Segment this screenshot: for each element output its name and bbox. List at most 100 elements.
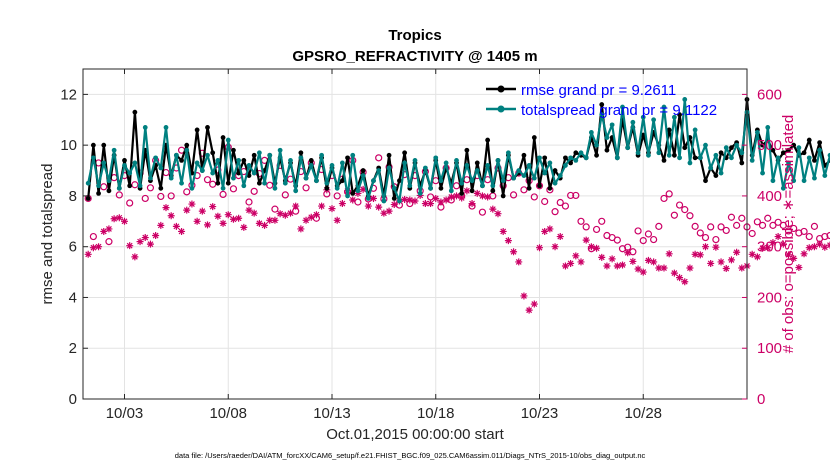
obs-assimilated-point bbox=[266, 216, 274, 224]
totalspread-point bbox=[433, 155, 439, 161]
rmse-point bbox=[817, 140, 823, 146]
obs-assimilated-point bbox=[157, 221, 165, 229]
totalspread-point bbox=[106, 178, 112, 184]
y-right-tick-label: 600 bbox=[757, 86, 782, 103]
totalspread-point bbox=[474, 168, 480, 173]
rmse-point bbox=[350, 190, 356, 196]
obs-possible-point bbox=[131, 181, 139, 189]
obs-assimilated-point bbox=[790, 254, 798, 262]
totalspread-point bbox=[101, 160, 107, 166]
obs-assimilated-point bbox=[702, 243, 709, 251]
rmse-point bbox=[671, 152, 677, 158]
obs-assimilated-point bbox=[587, 243, 595, 251]
obs-possible-point bbox=[748, 229, 756, 238]
totalspread-point bbox=[812, 175, 817, 181]
totalspread-point bbox=[428, 185, 433, 191]
totalspread-point bbox=[173, 152, 179, 158]
totalspread-point bbox=[194, 160, 200, 166]
obs-assimilated-point bbox=[582, 236, 590, 244]
obs-assimilated-point bbox=[722, 265, 730, 273]
obs-possible-point bbox=[686, 212, 694, 220]
totalspread-point bbox=[490, 183, 496, 189]
totalspread-point bbox=[625, 145, 631, 151]
obs-assimilated-point bbox=[608, 255, 616, 263]
totalspread-point bbox=[246, 163, 252, 168]
rmse-point bbox=[677, 112, 682, 118]
obs-possible-point bbox=[333, 192, 341, 200]
totalspread-point bbox=[303, 175, 309, 181]
obs-assimilated-point bbox=[380, 209, 388, 217]
obs-possible-point bbox=[826, 231, 830, 240]
legend-label-rmse: rmse grand pr = 9.2611 bbox=[521, 82, 676, 99]
rmse-point bbox=[251, 152, 257, 158]
obs-assimilated-point bbox=[152, 232, 160, 240]
obs-assimilated-point bbox=[800, 250, 808, 258]
totalspread-point bbox=[505, 150, 511, 156]
rmse-point bbox=[464, 147, 470, 153]
y-right-tick-label: 200 bbox=[757, 289, 782, 306]
totalspread-point bbox=[153, 155, 159, 161]
obs-assimilated-point bbox=[245, 206, 253, 214]
totalspread-point bbox=[640, 114, 646, 120]
totalspread-point bbox=[298, 155, 304, 161]
y-right-tick-label: 0 bbox=[757, 391, 765, 408]
legend-marker-totalspread bbox=[497, 105, 505, 113]
totalspread-point bbox=[635, 150, 641, 156]
y-right-tick-label: 300 bbox=[757, 239, 782, 256]
obs-possible-point bbox=[800, 227, 808, 236]
rmse-point bbox=[179, 157, 184, 163]
totalspread-point bbox=[511, 175, 516, 181]
totalspread-point bbox=[547, 160, 553, 166]
obs-assimilated-point bbox=[489, 205, 497, 213]
obs-assimilated-point bbox=[292, 202, 300, 210]
totalspread-point bbox=[277, 147, 283, 153]
obs-assimilated-point bbox=[375, 203, 383, 211]
totalspread-point bbox=[397, 198, 402, 204]
obs-possible-point bbox=[727, 213, 736, 221]
obs-possible-point bbox=[375, 154, 383, 162]
totalspread-point bbox=[537, 155, 542, 161]
obs-assimilated-point bbox=[307, 213, 315, 221]
totalspread-point bbox=[692, 127, 698, 133]
obs-possible-point bbox=[598, 217, 606, 225]
obs-possible-point bbox=[670, 211, 678, 219]
obs-possible-point bbox=[572, 191, 580, 200]
obs-assimilated-point bbox=[779, 240, 787, 248]
obs-possible-point bbox=[167, 192, 175, 200]
rmse-point bbox=[324, 185, 330, 191]
chart-title: Tropics bbox=[388, 27, 441, 44]
obs-assimilated-point bbox=[172, 222, 180, 230]
y-tick-label: 12 bbox=[60, 86, 77, 103]
totalspread-point bbox=[324, 180, 330, 186]
y-tick-label: 4 bbox=[69, 289, 77, 306]
rmse-point bbox=[241, 157, 247, 163]
y-right-tick-label: 100 bbox=[757, 340, 782, 357]
obs-possible-point bbox=[681, 206, 689, 214]
obs-possible-point bbox=[675, 201, 684, 209]
obs-assimilated-point bbox=[131, 253, 139, 261]
obs-possible-point bbox=[157, 192, 165, 201]
totalspread-point bbox=[85, 180, 91, 186]
obs-assimilated-point bbox=[318, 202, 326, 210]
totalspread-point bbox=[96, 183, 101, 189]
totalspread-point bbox=[334, 185, 340, 191]
rmse-point bbox=[210, 150, 216, 156]
y-tick-label: 2 bbox=[69, 340, 77, 357]
obs-assimilated-point bbox=[733, 248, 741, 256]
obs-assimilated-point bbox=[401, 195, 409, 203]
obs-possible-point bbox=[105, 238, 113, 246]
totalspread-point bbox=[293, 188, 299, 194]
rmse-point bbox=[713, 173, 719, 179]
obs-possible-point bbox=[203, 176, 212, 184]
y-tick-label: 8 bbox=[69, 188, 77, 205]
obs-possible-point bbox=[733, 221, 741, 229]
obs-possible-point bbox=[478, 208, 487, 216]
totalspread-point bbox=[542, 170, 548, 176]
obs-assimilated-point bbox=[250, 209, 258, 217]
obs-assimilated-point bbox=[271, 216, 279, 224]
obs-possible-point bbox=[805, 232, 813, 241]
obs-assimilated-point bbox=[624, 249, 632, 257]
rmse-point bbox=[661, 157, 667, 163]
obs-assimilated-point bbox=[707, 259, 715, 267]
totalspread-point bbox=[339, 160, 345, 166]
